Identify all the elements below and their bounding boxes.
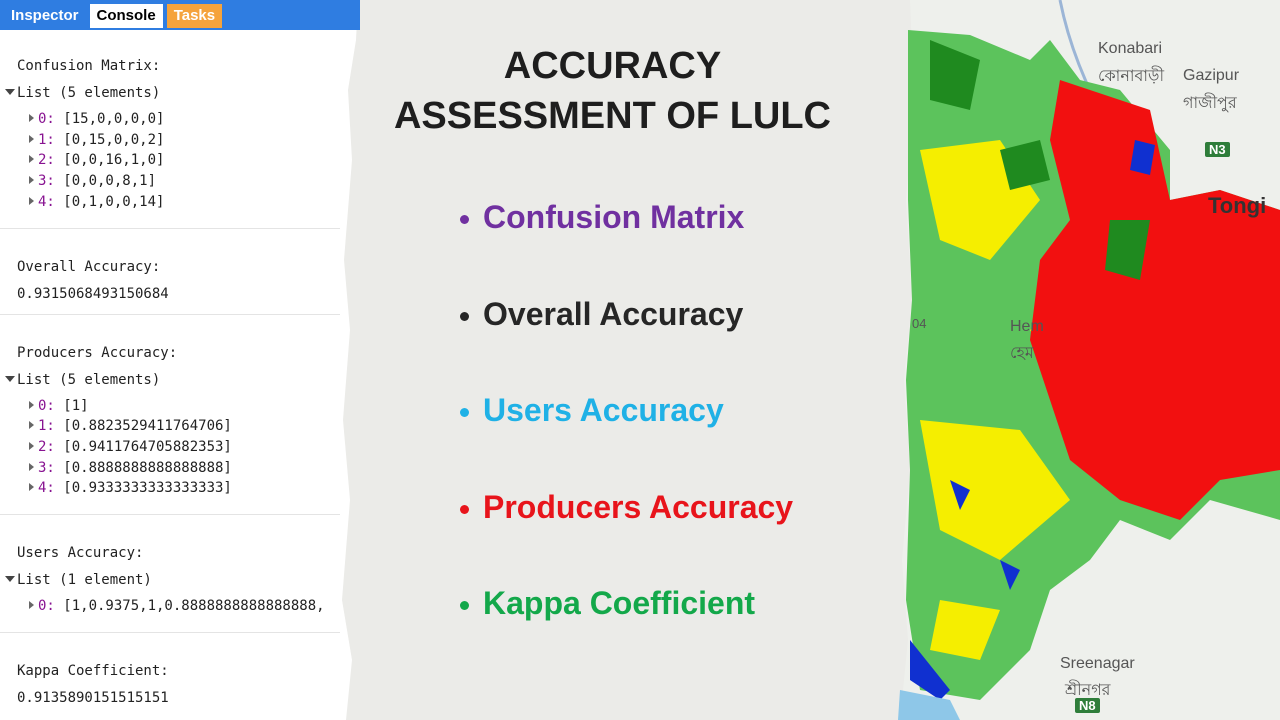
separator xyxy=(0,514,340,515)
map xyxy=(898,0,1280,720)
list-item: 3: [0,0,0,8,1] xyxy=(38,171,156,191)
expand-arrow xyxy=(5,375,15,382)
slide-title: ASSESSMENT OF LULC xyxy=(393,95,832,137)
item-index: 1: xyxy=(38,131,55,148)
console-label: Users Accuracy: xyxy=(17,545,144,561)
slide-title: ACCURACY xyxy=(503,45,722,87)
console-label: Producers Accuracy: xyxy=(17,344,178,361)
expand-arrow xyxy=(29,155,34,164)
console-label: Kappa Coefficient: xyxy=(17,662,169,679)
map-label: কোনাবাড়ী xyxy=(1098,68,1165,85)
expand-arrow xyxy=(29,483,34,492)
expand-arrow xyxy=(29,441,34,450)
expand-arrow xyxy=(29,601,34,609)
item-value: [0.9411764705882353] xyxy=(54,438,232,455)
item-index: 0: xyxy=(38,397,55,414)
list-item: 1: [0.8823529411764706] xyxy=(38,416,232,436)
tab[interactable]: Inspector xyxy=(4,4,86,28)
map-label: Hem xyxy=(1010,318,1044,335)
item-index: 1: xyxy=(38,418,55,435)
list-item: 4: [0,1,0,0,14] xyxy=(38,192,164,212)
list-item: 3: [0.8888888888888888] xyxy=(38,458,232,478)
bullet-dot xyxy=(460,601,469,610)
console-value: 0.9315068493150684 xyxy=(17,285,169,302)
separator xyxy=(0,313,340,315)
item-index: 0: xyxy=(38,598,55,614)
item-value: [0,1,0,0,14] xyxy=(54,193,165,210)
map-label: Gazipur xyxy=(1183,67,1240,84)
list-item: 0: [15,0,0,0,0] xyxy=(38,109,164,129)
map-label: N8 xyxy=(1075,698,1100,713)
console-panel: Inspector Console Tasks Confusion Matrix: Li… xyxy=(0,0,380,720)
bullet-text: Kappa Coefficient xyxy=(483,585,756,621)
bullet-text: Users Accuracy xyxy=(483,392,724,428)
item-value: [0,15,0,0,2] xyxy=(54,131,165,148)
expand-arrow xyxy=(29,400,34,409)
bullet-dot xyxy=(460,215,469,224)
item-value: [1,0.9375,1,0.8888888888888888, xyxy=(54,598,325,614)
tab[interactable]: Tasks xyxy=(166,4,223,28)
item-index: 3: xyxy=(38,459,55,476)
map-label: 04 xyxy=(912,316,927,331)
bullet-text: Confusion Matrix xyxy=(483,199,745,235)
expand-arrow xyxy=(29,134,34,143)
console-label: Overall Accuracy: xyxy=(17,258,161,275)
map-label: Sreenagar xyxy=(1060,655,1135,672)
expand-arrow xyxy=(29,462,34,471)
list-header: List (1 element) xyxy=(17,572,152,588)
list-item: 2: [0.9411764705882353] xyxy=(38,437,232,457)
item-index: 3: xyxy=(38,173,55,190)
map-label: N3 xyxy=(1205,142,1230,157)
list-item: 0: [1,0.9375,1,0.8888888888888888, xyxy=(38,596,325,616)
list-item: 1: [0,15,0,0,2] xyxy=(38,130,164,150)
map-label: গাজীপুর xyxy=(1183,95,1237,112)
list-item: 4: [0.9333333333333333] xyxy=(38,478,232,498)
item-index: 4: xyxy=(38,193,55,210)
bullet-dot xyxy=(460,408,469,417)
expand-arrow xyxy=(29,196,34,205)
map-label: হেম xyxy=(1010,345,1034,362)
map-label: Tongi xyxy=(1208,193,1267,218)
item-value: [0,0,0,8,1] xyxy=(54,173,157,190)
expand-arrow xyxy=(29,176,34,185)
expand-arrow xyxy=(29,421,34,430)
list-header: List (5 elements) xyxy=(17,371,161,388)
item-value: [1] xyxy=(54,397,89,414)
console-value: 0.9135890151515151 xyxy=(17,689,169,706)
item-value: [0.8823529411764706] xyxy=(54,418,232,435)
bullet-dot xyxy=(460,311,469,321)
separator xyxy=(0,631,340,633)
item-index: 0: xyxy=(38,111,55,127)
item-value: [0.9333333333333333] xyxy=(54,480,232,497)
map-label: শ্রীনগর xyxy=(1065,682,1111,699)
tab[interactable]: Console xyxy=(89,4,163,28)
list-header: List (5 elements) xyxy=(17,85,161,101)
expand-arrow xyxy=(5,576,15,582)
map-label: Konabari xyxy=(1098,40,1163,57)
list-item: 0: [1] xyxy=(38,396,89,416)
item-index: 4: xyxy=(38,480,55,497)
item-value: [0,0,16,1,0] xyxy=(54,152,165,169)
expand-arrow xyxy=(29,114,34,122)
item-index: 2: xyxy=(38,152,55,169)
item-value: [0.8888888888888888] xyxy=(54,459,232,476)
console-label: Confusion Matrix: xyxy=(17,58,161,74)
item-value: [15,0,0,0,0] xyxy=(54,111,165,127)
bullet-dot xyxy=(460,504,469,514)
bullet-text: Producers Accuracy xyxy=(483,488,794,525)
item-index: 2: xyxy=(38,438,55,455)
separator xyxy=(0,227,340,229)
bullet-text: Overall Accuracy xyxy=(483,295,744,332)
expand-arrow xyxy=(5,89,15,95)
list-item: 2: [0,0,16,1,0] xyxy=(38,150,164,170)
